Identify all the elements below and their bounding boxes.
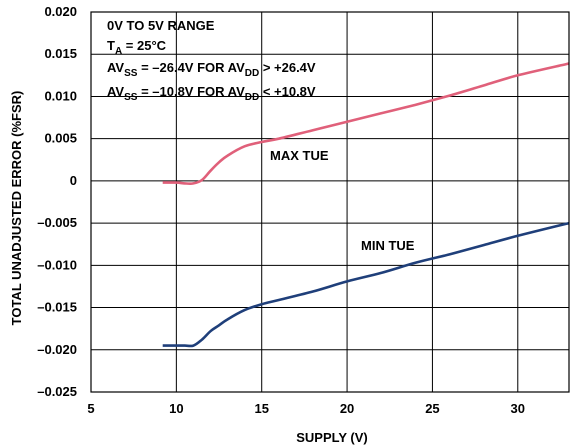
y-tick-label: 0.010 (44, 88, 77, 103)
x-tick-label: 30 (511, 401, 525, 416)
plot-frame (90, 11, 570, 393)
series-label-max-tue: MAX TUE (270, 148, 329, 163)
x-tick-label: 5 (87, 401, 94, 416)
x-tick-label: 10 (169, 401, 183, 416)
x-tick-label: 25 (425, 401, 439, 416)
annotation-temperature: TA = 25°C (107, 38, 167, 57)
y-tick-label: –0.025 (37, 384, 77, 399)
y-tick-label: –0.010 (37, 257, 77, 272)
y-tick-label: 0.015 (44, 46, 77, 61)
series-line-max-tue (162, 62, 570, 186)
x-tick-label: 15 (254, 401, 268, 416)
annotation-block: 0V TO 5V RANGE TA = 25°C AVSS = –26.4V F… (107, 18, 316, 103)
y-tick-label: 0 (70, 173, 77, 188)
y-tick-label: –0.020 (37, 342, 77, 357)
y-tick-label: –0.005 (37, 215, 77, 230)
series-lines (162, 62, 570, 348)
annotation-avss-low: AVSS = –10.8V FOR AVDD < +10.8V (107, 84, 316, 103)
series-label-min-tue: MIN TUE (361, 238, 415, 253)
annotation-range: 0V TO 5V RANGE (107, 18, 215, 33)
series-line-min-tue (162, 221, 570, 348)
annotation-avss-high: AVSS = –26.4V FOR AVDD > +26.4V (107, 60, 316, 79)
tick-labels: 0.020 0.015 0.010 0.005 0 –0.005 –0.010 –0.015 –… (37, 4, 525, 416)
x-tick-label: 20 (340, 401, 354, 416)
y-axis-title: TOTAL UNADJUSTED ERROR (%FSR) (9, 91, 24, 326)
y-tick-label: 0.005 (44, 131, 77, 146)
y-tick-label: –0.015 (37, 300, 77, 315)
y-tick-label: 0.020 (44, 4, 77, 19)
x-axis-title: SUPPLY (V) (296, 430, 368, 445)
